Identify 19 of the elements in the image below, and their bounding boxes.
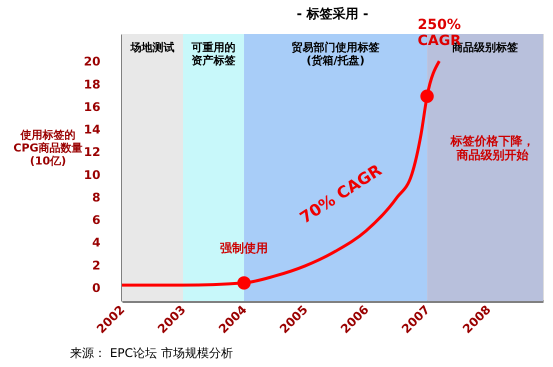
y-tick-label: 6 [92,213,100,228]
source-note: 来源： EPC论坛 市场规模分析 [70,346,233,360]
y-tick-label: 14 [84,122,100,137]
y-tick-label: 16 [84,100,100,114]
y-tick-label: 12 [84,145,100,160]
y-tick-label: 0 [92,280,100,295]
band-label: 贸易部门使用标签 (货箱/托盘) [292,41,380,67]
y-tick-label: 20 [84,54,100,69]
y-tick-label: 4 [92,236,100,250]
y-tick-label: 8 [92,190,100,204]
y-axis-title: 使用标签的 CPG商品数量 (10亿) [13,128,83,168]
y-tick-label: 2 [92,258,100,272]
band-label: 场地测试 [130,41,175,54]
annotation: 强制使用 [220,240,268,255]
y-tick-label: 18 [84,77,100,92]
annotation: 标签价格下降，商品级别开始 [449,134,534,162]
y-tick-label: 10 [84,168,100,182]
chart-title: - 标签采用 - [296,6,368,22]
band-label: 可重用的资产标签 [190,41,236,67]
